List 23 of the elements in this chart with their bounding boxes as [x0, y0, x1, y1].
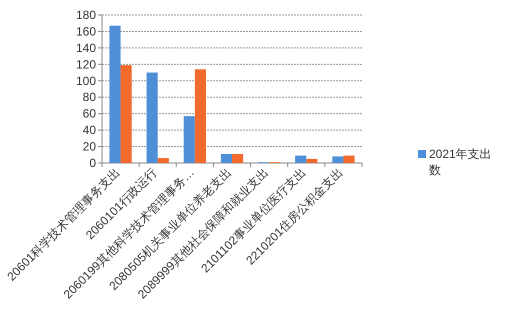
y-tick-label: 40 [82, 123, 96, 138]
bar [194, 69, 206, 163]
bar [120, 65, 132, 163]
y-tick-label: 100 [76, 74, 96, 88]
bar [343, 156, 355, 163]
bar [184, 116, 195, 163]
bar [158, 158, 169, 163]
bar [220, 154, 232, 163]
legend-label: 2021年支出数 [429, 147, 492, 177]
bar [109, 26, 121, 163]
y-tick-label: 140 [76, 40, 96, 55]
bar [146, 72, 158, 163]
bar [306, 158, 318, 163]
y-tick-label: 120 [76, 57, 96, 72]
y-tick-label: 180 [76, 8, 96, 22]
bar [332, 156, 344, 163]
y-tick-label: 60 [82, 106, 96, 121]
bar [295, 156, 306, 163]
y-tick-label: 20 [82, 140, 96, 154]
y-tick-label: 80 [82, 90, 96, 104]
y-tick-label: 0 [89, 156, 96, 170]
bar [232, 154, 244, 163]
y-tick-label: 160 [76, 24, 96, 38]
